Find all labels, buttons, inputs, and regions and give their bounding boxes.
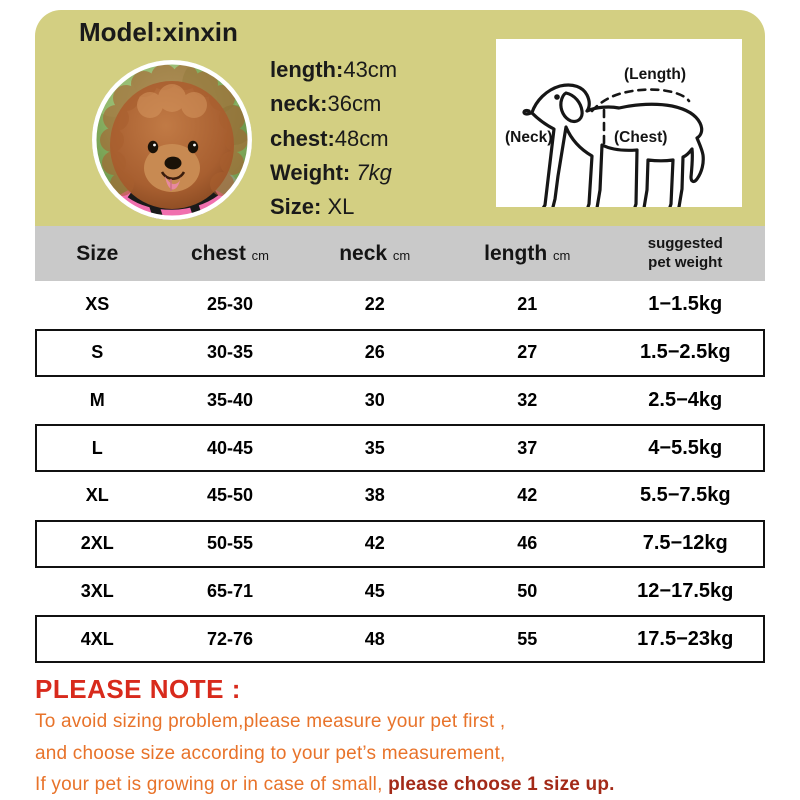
svg-text:(Neck): (Neck) (505, 129, 552, 146)
svg-text:(Length): (Length) (624, 66, 686, 83)
svg-text:(Chest): (Chest) (614, 129, 667, 146)
